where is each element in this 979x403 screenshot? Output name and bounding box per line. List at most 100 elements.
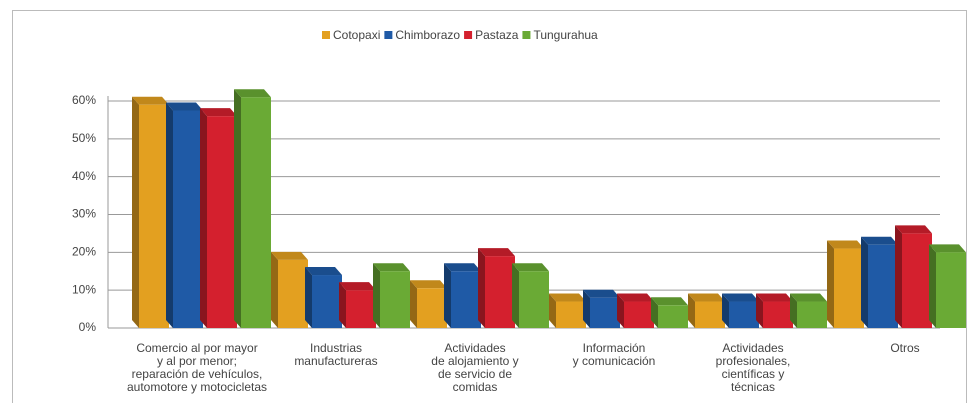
x-tick-label: Comercio al por mayor (136, 341, 257, 355)
bar-side (166, 102, 173, 328)
bar (173, 110, 203, 328)
bar-top (722, 293, 759, 302)
y-tick-label: 40% (72, 169, 96, 183)
bar (729, 301, 759, 328)
bar-side (688, 293, 695, 328)
bar-side (861, 236, 868, 328)
bar-top (756, 293, 793, 302)
bar-top (651, 297, 688, 306)
y-tick-label: 20% (72, 245, 96, 259)
bar (797, 301, 827, 328)
bar (417, 288, 447, 328)
bar (519, 271, 549, 328)
bar (695, 301, 725, 328)
bar (936, 252, 966, 328)
bar-top (339, 282, 376, 291)
bar (624, 301, 654, 328)
bar-top (444, 263, 481, 272)
bar (346, 290, 376, 328)
legend-swatch (464, 31, 473, 39)
x-tick-label: comidas (453, 380, 498, 394)
legend-label: Chimborazo (395, 28, 460, 42)
bar-side (132, 96, 139, 329)
y-tick-label: 30% (72, 207, 96, 221)
bar-top (583, 289, 620, 298)
legend-label: Cotopaxi (333, 28, 380, 42)
legend-label: Pastaza (475, 28, 519, 42)
bar-top (132, 96, 169, 105)
bar-top (410, 280, 447, 289)
bar (139, 104, 169, 329)
bar-top (827, 240, 864, 249)
bar-side (895, 225, 902, 328)
bar (834, 248, 864, 328)
bar (556, 301, 586, 328)
bar-side (478, 248, 485, 328)
bar (207, 116, 237, 328)
bar-top (617, 293, 654, 302)
x-tick-label: técnicas (731, 380, 775, 394)
bar-top (790, 293, 827, 302)
bar-side (512, 263, 519, 328)
bar-top (373, 263, 410, 272)
bar-side (549, 293, 556, 328)
bar-top (895, 225, 932, 234)
bar-side (790, 293, 797, 328)
bar-side (722, 293, 729, 328)
y-tick-label: 60% (72, 93, 96, 107)
bar-top (200, 108, 237, 117)
x-tick-label: automotore y motocicletas (127, 380, 267, 394)
x-tick-label: profesionales, (716, 354, 791, 368)
bar-side (444, 263, 451, 328)
bar-side (827, 240, 834, 328)
x-tick-label: Información (583, 341, 646, 355)
y-tick-label: 0% (79, 320, 97, 334)
bar (658, 305, 688, 328)
bar-side (271, 251, 278, 328)
bar (485, 256, 515, 328)
bar-side (617, 293, 624, 328)
x-tick-label: Actividades (444, 341, 505, 355)
bar-side (583, 289, 590, 328)
legend-swatch (322, 31, 330, 39)
bar-top (478, 248, 515, 257)
bar-side (410, 280, 417, 328)
bar (380, 271, 410, 328)
legend-swatch (384, 31, 393, 39)
y-tick-label: 50% (72, 131, 96, 145)
legend-label: Tungurahua (533, 28, 598, 42)
x-tick-label: reparación de vehículos, (132, 367, 263, 381)
bar (278, 259, 308, 328)
legend-swatch (522, 31, 531, 39)
bar-top (688, 293, 725, 302)
bar-side (339, 282, 346, 328)
bar (868, 244, 898, 328)
x-tick-label: Industrias (310, 341, 362, 355)
x-tick-label: Actividades (722, 341, 783, 355)
bar-side (929, 244, 936, 328)
bar (763, 301, 793, 328)
x-tick-label: y al por menor; (157, 354, 237, 368)
bar-top (305, 267, 342, 276)
x-tick-label: científicas y (722, 367, 785, 381)
bar-side (373, 263, 380, 328)
bar (451, 271, 481, 328)
bar-top (861, 236, 898, 245)
bar-side (756, 293, 763, 328)
bar-side (234, 89, 241, 328)
x-tick-label: de servicio de (438, 367, 512, 381)
bar-side (651, 297, 658, 328)
x-tick-label: de alojamiento y (431, 354, 518, 368)
x-tick-label: manufactureras (294, 354, 377, 368)
chart-frame (12, 10, 967, 403)
bar-top (512, 263, 549, 272)
bar (241, 97, 271, 328)
bar-top (549, 293, 586, 302)
x-tick-label: Otros (890, 341, 919, 355)
y-tick-label: 10% (72, 282, 96, 296)
bar (590, 297, 620, 328)
x-tick-label: y comunicación (573, 354, 656, 368)
bar-top (271, 251, 308, 260)
bar-top (166, 102, 203, 111)
